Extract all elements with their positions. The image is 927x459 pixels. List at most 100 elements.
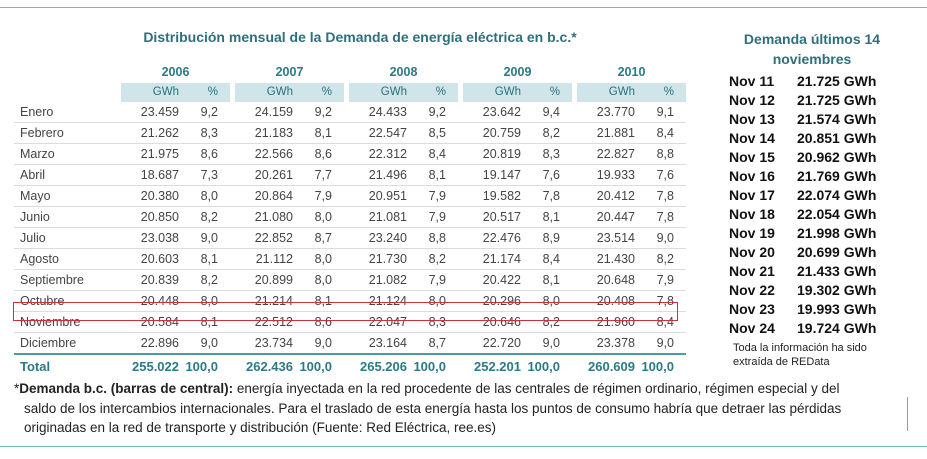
pct-value: 8,0 — [521, 290, 572, 312]
gap-cell — [230, 102, 235, 123]
table-row: Octubre 20.448 8,0 21.214 8,1 21.124 8,0 20.296… — [14, 290, 686, 312]
table-row: Junio 20.850 8,2 21.080 8,0 21.081 7,9 20.517 8,… — [14, 206, 686, 228]
year-header-2008: 2008 — [349, 62, 458, 83]
november-value: 19.724 GWh — [797, 319, 877, 336]
pct-value: 8,1 — [407, 164, 458, 186]
november-row: Nov 15 20.962 GWh — [729, 147, 876, 166]
pct-value: 8,3 — [179, 122, 230, 144]
november-row: Nov 11 21.725 GWh — [729, 71, 876, 90]
gap-cell — [344, 102, 349, 123]
gap-cell — [230, 164, 235, 186]
month-label: Junio — [14, 206, 121, 228]
gwh-value: 19.933 — [577, 164, 635, 186]
gwh-value: 23.734 — [235, 332, 293, 355]
gwh-value: 265.206 — [349, 353, 407, 377]
november-row: Nov 24 19.724 GWh — [729, 318, 876, 337]
month-label: Octubre — [14, 290, 121, 312]
november-row: Nov 17 22.074 GWh — [729, 185, 876, 204]
november-row: Nov 20 20.699 GWh — [729, 242, 876, 261]
pct-value: 8,2 — [179, 269, 230, 291]
gwh-value: 20.648 — [577, 269, 635, 291]
gwh-value: 22.047 — [349, 311, 407, 333]
november-value: 20.851 GWh — [797, 129, 877, 146]
gap-cell — [230, 269, 235, 291]
table-row: Febrero 21.262 8,3 21.183 8,1 22.547 8,5 20.759… — [14, 122, 686, 144]
gwh-value: 20.296 — [463, 290, 521, 312]
gap-cell — [572, 290, 577, 312]
gap-cell — [458, 290, 463, 312]
pct-value: 8,3 — [521, 143, 572, 165]
pct-value: 100,0 — [407, 353, 458, 377]
pct-value: 8,7 — [407, 332, 458, 355]
month-label: Diciembre — [14, 332, 121, 355]
gwh-value: 20.864 — [235, 185, 293, 207]
gwh-value: 20.517 — [463, 206, 521, 228]
table-title: Distribución mensual de la Demanda de en… — [143, 29, 577, 45]
gap-cell — [458, 185, 463, 207]
gap-cell — [344, 185, 349, 207]
pct-value: 8,8 — [407, 227, 458, 249]
side-panel-title: Demanda últimos 14 noviembres — [743, 31, 881, 67]
pct-value: 9,0 — [179, 332, 230, 355]
unit-header-pct: % — [293, 82, 344, 102]
pct-value: 7,8 — [635, 206, 686, 228]
gap-cell — [230, 290, 235, 312]
november-day: Nov 18 — [729, 205, 775, 222]
november-day: Nov 20 — [729, 243, 775, 260]
corner-cell — [14, 62, 121, 82]
pct-value: 8,0 — [293, 206, 344, 228]
gap-cell — [458, 206, 463, 228]
gap-cell — [458, 102, 463, 123]
pct-value: 8,2 — [521, 122, 572, 144]
november-value: 21.433 GWh — [797, 262, 877, 279]
pct-value: 7,8 — [521, 185, 572, 207]
gwh-value: 23.240 — [349, 227, 407, 249]
november-value: 19.993 GWh — [797, 300, 877, 317]
text-cursor-line — [907, 397, 908, 431]
unit-header-gwh: GWh — [349, 82, 407, 102]
pct-value: 9,2 — [179, 102, 230, 123]
gap-cell — [230, 353, 235, 377]
november-row: Nov 16 21.769 GWh — [729, 166, 876, 185]
pct-value: 8,1 — [179, 248, 230, 270]
november-value: 22.074 GWh — [797, 186, 877, 203]
gwh-value: 18.687 — [121, 164, 179, 186]
gap-cell — [230, 248, 235, 270]
november-value: 20.962 GWh — [797, 148, 877, 165]
november-row: Nov 23 19.993 GWh — [729, 299, 876, 318]
pct-value: 7,6 — [635, 164, 686, 186]
gap-cell — [344, 122, 349, 144]
gap-cell — [230, 227, 235, 249]
gap-cell — [458, 122, 463, 144]
pct-value: 8,7 — [293, 227, 344, 249]
pct-value: 100,0 — [635, 353, 686, 377]
top-divider — [0, 7, 927, 8]
gwh-value: 23.770 — [577, 102, 635, 123]
footnote-line-3: originadas en la red de transporte y dis… — [24, 420, 496, 435]
pct-value: 8,0 — [293, 269, 344, 291]
gap-cell — [344, 290, 349, 312]
pct-value: 9,2 — [293, 102, 344, 123]
corner-cell — [14, 82, 121, 102]
pct-value: 8,2 — [179, 206, 230, 228]
pct-value: 8,4 — [635, 311, 686, 333]
gwh-value: 21.082 — [349, 269, 407, 291]
pct-value: 8,1 — [179, 311, 230, 333]
gwh-value: 22.312 — [349, 143, 407, 165]
gwh-value: 22.852 — [235, 227, 293, 249]
gwh-value: 21.881 — [577, 122, 635, 144]
pct-value: 8,8 — [635, 143, 686, 165]
gwh-value: 21.262 — [121, 122, 179, 144]
gwh-value: 20.603 — [121, 248, 179, 270]
pct-value: 8,6 — [293, 311, 344, 333]
month-label: Agosto — [14, 248, 121, 270]
gwh-value: 23.459 — [121, 102, 179, 123]
unit-header-gwh: GWh — [235, 82, 293, 102]
pct-value: 8,2 — [521, 311, 572, 333]
unit-header-pct: % — [521, 82, 572, 102]
gwh-value: 20.850 — [121, 206, 179, 228]
gap-cell — [572, 311, 577, 333]
gap-cell — [572, 185, 577, 207]
gwh-value: 21.975 — [121, 143, 179, 165]
gap-cell — [572, 164, 577, 186]
